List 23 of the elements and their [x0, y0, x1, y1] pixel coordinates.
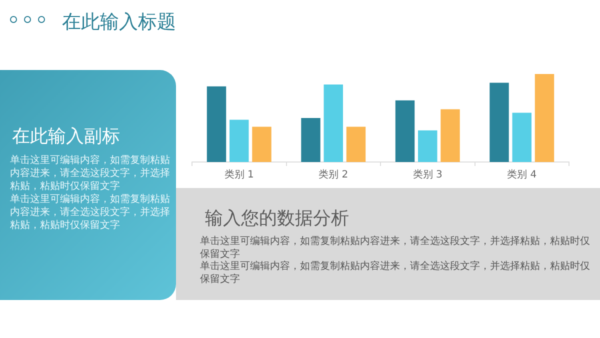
text: 单击这里可编辑内容，如需复制粘贴内容进来，请全选这段文字，并选择粘贴，粘贴时仅保留文字	[200, 261, 590, 286]
bar	[346, 126, 366, 162]
x-tick-label: 类别 1	[224, 168, 254, 181]
text: 单击这里可编辑内容，如需复制粘贴内容进来，请全选这段文字，并选择粘贴，粘贴时仅保留文字	[10, 193, 171, 232]
bar	[418, 130, 438, 162]
text: 单击这里可编辑内容，如需复制粘贴内容进来，请全选这段文字，并选择粘贴，粘贴时仅保留文字	[200, 236, 590, 260]
bar	[206, 86, 226, 162]
bar	[490, 82, 509, 162]
bar	[512, 112, 532, 162]
bar	[230, 120, 249, 162]
bar	[395, 100, 415, 162]
x-tick-label: 类别 4	[507, 168, 537, 181]
bar	[301, 118, 320, 162]
text: 输入您的数据分析	[205, 207, 349, 230]
x-tick-label: 类别 3	[412, 168, 442, 181]
bar	[324, 84, 343, 162]
bar	[252, 126, 272, 162]
text: 单击这里可编辑内容，如需复制粘贴内容进来，请全选这段文字，并选择粘贴，粘贴时仅保留文字	[10, 154, 171, 193]
text: 在此输入副标	[12, 125, 120, 148]
chart-title: 在此输入标题	[62, 10, 176, 35]
x-tick-label: 类别 2	[318, 168, 348, 181]
bar	[534, 74, 554, 162]
bar	[440, 109, 460, 162]
